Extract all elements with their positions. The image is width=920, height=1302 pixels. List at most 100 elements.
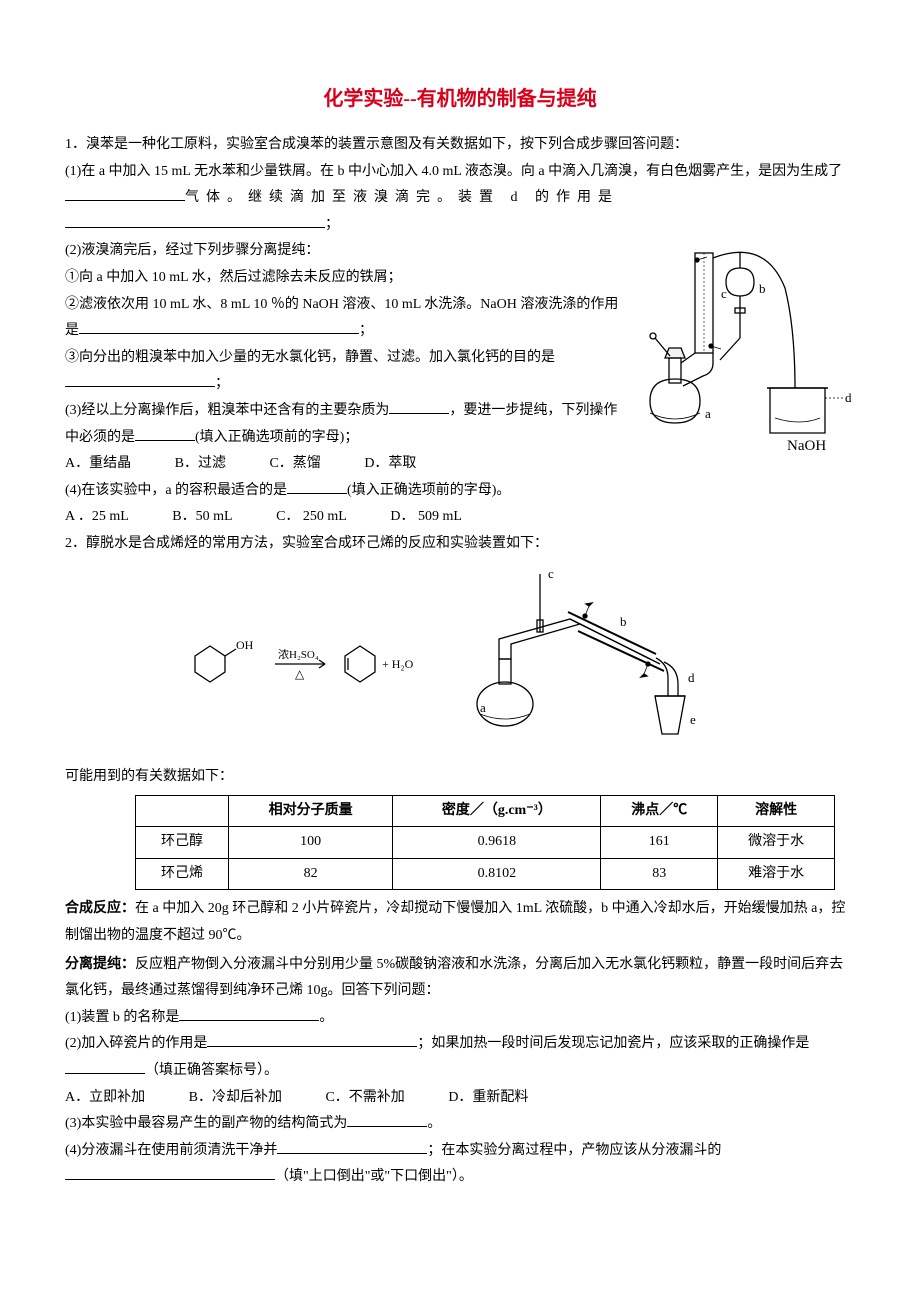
q1-p4b: (填入正确选项前的字母)。 (347, 483, 510, 498)
opt-d: D．萃取 (364, 451, 416, 478)
q2-s1-text: (1)装置 b 的名称是 (65, 1010, 179, 1025)
opt-50: B．50 mL (172, 504, 232, 531)
eq-cond: 浓H₂SO₄ (278, 648, 319, 661)
q1-p4a: (4)在该实验中，a 的容积最适合的是 (65, 483, 287, 498)
q2-s2b: ；如果加热一段时间后发现忘记加瓷片，应该采取的正确操作是 (417, 1036, 809, 1051)
eq-h2o: + H₂O (382, 657, 414, 671)
blank-vol (287, 493, 347, 494)
q2-s4: (4)分液漏斗在使用前须清洗干净并 ；在本实验分离过程中，产物应该从分液漏斗的 （填… (65, 1138, 855, 1191)
opt2-b: B．冷却后补加 (189, 1085, 282, 1112)
purify-text: 反应粗产物倒入分液漏斗中分别用少量 5%碳酸钠溶液和水洗涤，分离后加入无水氯化钙… (65, 957, 843, 999)
th-1: 相对分子质量 (229, 795, 393, 827)
cell: 微溶于水 (718, 827, 835, 859)
q1-p3a: (3)经以上分离操作后，粗溴苯中还含有的主要杂质为 (65, 403, 389, 418)
q2-s2-opts: A．立即补加 B．冷却后补加 C．不需补加 D．重新配料 (65, 1085, 855, 1112)
page-title: 化学实验--有机物的制备与提纯 (65, 80, 855, 118)
q1-p2-s2: ②滤液依次用 10 mL 水、8 mL 10 ％的 NaOH 溶液、10 mL … (65, 292, 625, 345)
blank-funnel-prep (277, 1153, 427, 1154)
blank-chips (207, 1046, 417, 1047)
q2-s2a: (2)加入碎瓷片的作用是 (65, 1036, 207, 1051)
lab-a: a (480, 700, 486, 715)
label-a: a (705, 406, 711, 421)
q2-figure: OH 浓H₂SO₄ △ + H₂O (65, 564, 855, 755)
q2-intro: 2．醇脱水是合成烯烃的常用方法，实验室合成环己烯的反应和实验装置如下： (65, 531, 855, 558)
q1-p4: (4)在该实验中，a 的容积最适合的是 (填入正确选项前的字母)。 (65, 478, 625, 505)
lab-b: b (620, 614, 627, 629)
q1-p1a: (1)在 a 中加入 15 mL 无水苯和少量铁屑。在 b 中小心加入 4.0 … (65, 164, 842, 179)
q2-table-lead: 可能用到的有关数据如下： (65, 764, 855, 791)
cell: 0.9618 (393, 827, 601, 859)
synth-label: 合成反应： (65, 899, 135, 915)
label-b: b (759, 281, 766, 296)
label-d: d (845, 390, 852, 405)
cell: 100 (229, 827, 393, 859)
cell: 环己烯 (136, 858, 229, 890)
table-header-row: 相对分子质量 密度／（g.cm⁻³） 沸点／℃ 溶解性 (136, 795, 835, 827)
synth-text: 在 a 中加入 20g 环己醇和 2 小片碎瓷片，冷却搅动下慢慢加入 1mL 浓… (65, 901, 845, 943)
blank-cacl2 (65, 386, 215, 387)
q1-p1b: 气体。继续滴加至液溴滴完。装置 d 的作用是 (185, 190, 619, 205)
cell: 82 (229, 858, 393, 890)
q2-s4b: ；在本实验分离过程中，产物应该从分液漏斗的 (427, 1143, 721, 1158)
lab-d: d (688, 670, 695, 685)
cell: 161 (601, 827, 718, 859)
q1-p3: (3)经以上分离操作后，粗溴苯中还含有的主要杂质为，要进一步提纯，下列操作中必须… (65, 398, 625, 451)
q2-s3: (3)本实验中最容易产生的副产物的结构简式为。 (65, 1111, 855, 1138)
blank-bname (179, 1020, 319, 1021)
blank-layer (65, 1179, 275, 1180)
q2-s2: (2)加入碎瓷片的作用是 ；如果加热一段时间后发现忘记加瓷片，应该采取的正确操作是… (65, 1031, 855, 1084)
blank-d-purpose (65, 227, 325, 228)
eq-oh: OH (236, 638, 254, 652)
label-naoh: NaOH (787, 438, 826, 454)
q1-p2-s3: ③向分出的粗溴苯中加入少量的无水氯化钙，静置、过滤。加入氯化钙的目的是； (65, 345, 625, 398)
q1-p2-s2-text: ②滤液依次用 10 mL 水、8 mL 10 ％的 NaOH 溶液、10 mL … (65, 297, 618, 339)
q2-s4c: （填"上口倒出"或"下口倒出"）。 (275, 1169, 473, 1184)
q2-s4a: (4)分液漏斗在使用前须清洗干净并 (65, 1143, 277, 1158)
blank-gas (65, 200, 185, 201)
opt-509: D． 509 mL (390, 504, 462, 531)
q1-intro: 1．溴苯是一种化工原料，实验室合成溴苯的装置示意图及有关数据如下，按下列合成步骤… (65, 132, 855, 159)
opt2-d: D．重新配料 (448, 1085, 528, 1112)
apparatus-svg: a b c d NaOH (635, 238, 855, 478)
table-row: 环己醇 100 0.9618 161 微溶于水 (136, 827, 835, 859)
blank-naoh (79, 333, 359, 334)
q2-s3-text: (3)本实验中最容易产生的副产物的结构简式为 (65, 1116, 347, 1131)
q1-p3-opts: A．重结晶 B．过滤 C．蒸馏 D．萃取 (65, 451, 625, 478)
q2-purify: 分离提纯：反应粗产物倒入分液漏斗中分别用少量 5%碳酸钠溶液和水洗涤，分离后加入… (65, 950, 855, 1005)
blank-forget (65, 1073, 145, 1074)
blank-op (135, 440, 195, 441)
label-c: c (721, 286, 727, 301)
opt-b: B．过滤 (175, 451, 226, 478)
opt-25: A ．25 mL (65, 504, 129, 531)
purify-label: 分离提纯： (65, 955, 135, 971)
opt-c: C．蒸馏 (269, 451, 320, 478)
th-4: 溶解性 (718, 795, 835, 827)
table-row: 环己烯 82 0.8102 83 难溶于水 (136, 858, 835, 890)
q1-p2-lead: (2)液溴滴完后，经过下列步骤分离提纯： (65, 238, 625, 265)
q1-part1: (1)在 a 中加入 15 mL 无水苯和少量铁屑。在 b 中小心加入 4.0 … (65, 159, 855, 212)
th-2: 密度／（g.cm⁻³） (393, 795, 601, 827)
q2-data-table: 相对分子质量 密度／（g.cm⁻³） 沸点／℃ 溶解性 环己醇 100 0.96… (135, 795, 835, 891)
opt2-c: C．不需补加 (325, 1085, 404, 1112)
q2-s1: (1)装置 b 的名称是。 (65, 1005, 855, 1032)
lab-e: e (690, 712, 696, 727)
eq-delta: △ (295, 667, 305, 681)
th-0 (136, 795, 229, 827)
q1-p2-s1: ①向 a 中加入 10 mL 水，然后过滤除去未反应的铁屑； (65, 265, 625, 292)
blank-byprod (347, 1126, 427, 1127)
th-3: 沸点／℃ (601, 795, 718, 827)
cell: 环己醇 (136, 827, 229, 859)
lab-c: c (548, 566, 554, 581)
cell: 83 (601, 858, 718, 890)
q1-p2-s3-text: ③向分出的粗溴苯中加入少量的无水氯化钙，静置、过滤。加入氯化钙的目的是 (65, 350, 555, 365)
opt-250: C． 250 mL (276, 504, 347, 531)
q1-p3c: (填入正确选项前的字母)； (195, 430, 358, 445)
blank-impurity (389, 413, 449, 414)
q1-apparatus-figure: a b c d NaOH (635, 238, 855, 489)
q2-synth: 合成反应：在 a 中加入 20g 环己醇和 2 小片碎瓷片，冷却搅动下慢慢加入 … (65, 894, 855, 949)
opt2-a: A．立即补加 (65, 1085, 145, 1112)
cell: 0.8102 (393, 858, 601, 890)
q1-p4-opts: A ．25 mL B．50 mL C． 250 mL D． 509 mL (65, 504, 855, 531)
q2-s2c: （填正确答案标号）。 (145, 1063, 278, 1078)
q2-svg: OH 浓H₂SO₄ △ + H₂O (150, 564, 770, 744)
